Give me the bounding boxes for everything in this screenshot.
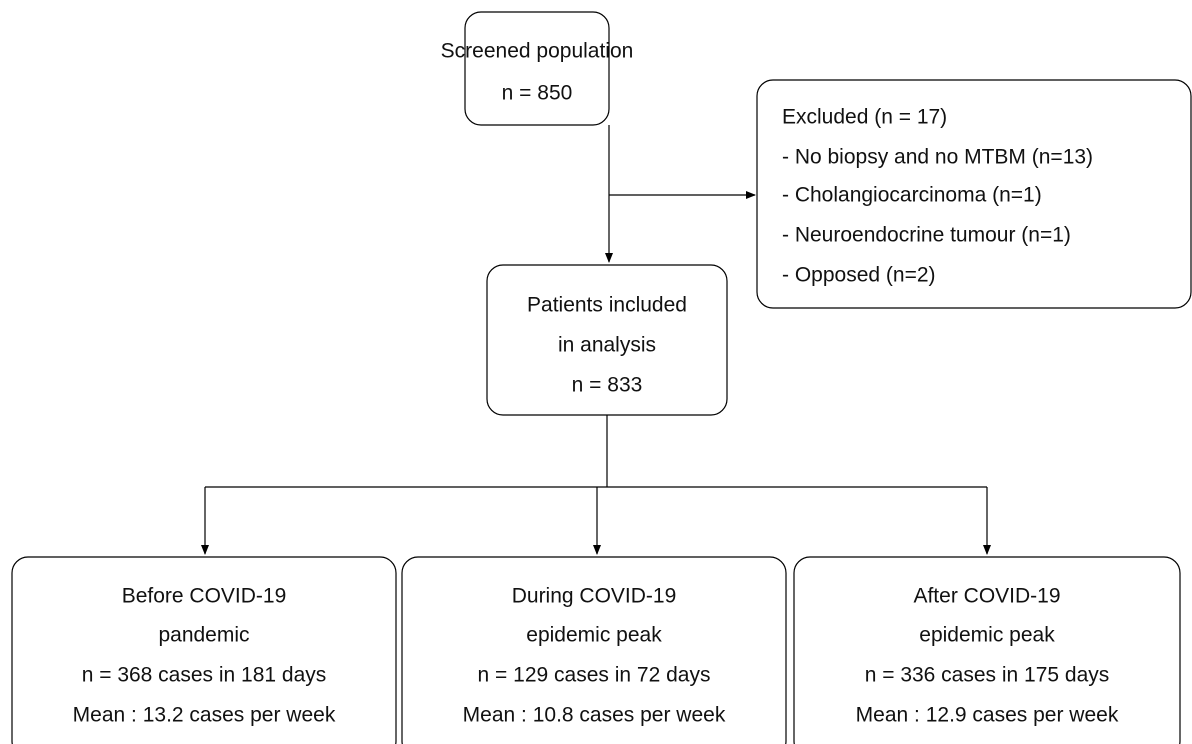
node: During COVID-19 epidemic peak n = 129 case… [401,556,787,744]
node-box [401,556,787,744]
node-box [11,556,397,744]
node-text: - Opposed (n=2) [782,264,936,287]
node-text: Patients included [527,294,687,317]
node-text: After COVID-19 [913,585,1060,608]
node-text: n = 129 cases in 72 days [478,664,711,687]
node-text: - No biopsy and no MTBM (n=13) [782,146,1093,169]
node-box [793,556,1181,744]
node: Before COVID-19 pandemic n = 368 cases in … [11,556,397,744]
node-box [464,11,610,126]
node: Screened population n = 850 [441,11,634,126]
node-text: - Neuroendocrine tumour (n=1) [782,224,1071,247]
node-text: n = 833 [572,374,643,397]
node-text: n = 850 [502,82,573,105]
node: After COVID-19 epidemic peak n = 336 cases… [793,556,1181,744]
node-text: epidemic peak [919,624,1055,647]
node-text: - Cholangiocarcinoma (n=1) [782,184,1042,207]
node-text: pandemic [158,624,249,647]
node-text: Mean : 13.2 cases per week [73,704,336,727]
node-text: n = 368 cases in 181 days [82,664,327,687]
node-box [486,264,728,416]
node-text: Mean : 10.8 cases per week [463,704,726,727]
nodes: Screened population n = 850 Excluded (n = … [11,11,1192,744]
node-text: epidemic peak [526,624,662,647]
node: Excluded (n = 17) - No biopsy and no MTBM… [756,79,1192,309]
connectors [201,125,991,555]
node: Patients included in analysis n = 833 [486,264,728,416]
node-text: Mean : 12.9 cases per week [856,704,1119,727]
node-text: Excluded (n = 17) [782,106,947,129]
node-text: in analysis [558,334,656,357]
node-text: n = 336 cases in 175 days [865,664,1110,687]
node-text: Screened population [441,40,634,63]
node-text: Before COVID-19 [122,585,287,608]
node-box [756,79,1192,309]
node-text: During COVID-19 [512,585,677,608]
